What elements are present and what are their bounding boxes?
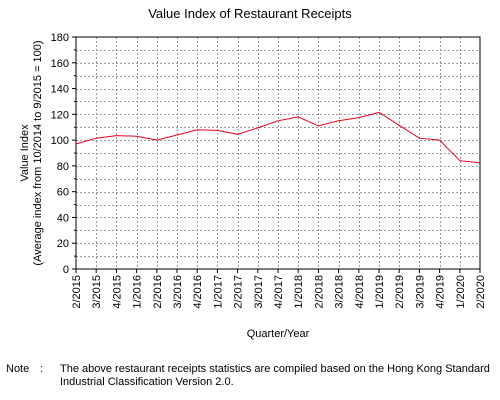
x-tick-label: 3/2016 <box>172 275 184 309</box>
x-axis-title: Quarter/Year <box>247 328 310 340</box>
x-tick-label: 1/2017 <box>212 275 224 309</box>
x-tick-label: 2/2016 <box>152 275 164 309</box>
y-axis: 0 20 40 60 80 100 120 140 160 180 <box>51 32 76 276</box>
x-tick-label: 1/2018 <box>293 275 305 309</box>
y-tick-label: 20 <box>57 238 69 250</box>
x-tick-label: 3/2017 <box>253 275 265 309</box>
chart-title: Value Index of Restaurant Receipts <box>148 6 352 21</box>
note-label: Note <box>6 363 30 375</box>
x-tick-label: 4/2016 <box>192 275 204 309</box>
y-tick-label: 80 <box>57 161 69 173</box>
y-tick-label: 160 <box>51 58 69 70</box>
x-tick-label: 2/2017 <box>233 275 245 309</box>
x-tick-label: 2/2015 <box>71 275 83 309</box>
grid-layer <box>76 37 480 269</box>
x-tick-label: 1/2019 <box>374 275 386 309</box>
y-tick-label: 0 <box>63 264 69 276</box>
x-tick-label: 3/2018 <box>334 275 346 309</box>
line-chart: 0 20 40 60 80 100 120 140 160 180 2/2015 3/2015 4/2… <box>19 32 487 340</box>
x-tick-label: 1/2016 <box>132 275 144 309</box>
x-tick-label: 4/2015 <box>111 275 123 309</box>
y-tick-label: 40 <box>57 212 69 224</box>
series-line <box>75 111 481 164</box>
note-text: The above restaurant receipts statistics… <box>60 363 490 388</box>
x-tick-label: 4/2019 <box>435 275 447 309</box>
y-tick-label: 180 <box>51 32 69 44</box>
x-tick-label: 2/2019 <box>394 275 406 309</box>
x-tick-label: 1/2020 <box>455 275 467 309</box>
y-axis-title: Value Index <box>19 124 31 182</box>
series-layer <box>75 111 481 164</box>
x-tick-label: 2/2020 <box>475 275 487 309</box>
x-tick-label: 3/2019 <box>414 275 426 309</box>
x-tick-label: 3/2015 <box>91 275 103 309</box>
x-axis: 2/2015 3/2015 4/2015 1/2016 2/2016 3/2016 4/20… <box>71 269 487 309</box>
x-tick-label: 4/2017 <box>273 275 285 309</box>
y-axis-subtitle: (Average index from 10/2014 to 9/2015 = … <box>32 40 44 265</box>
y-tick-label: 60 <box>57 187 69 199</box>
x-tick-label: 4/2018 <box>354 275 366 309</box>
x-tick-label: 2/2018 <box>313 275 325 309</box>
note-colon: : <box>40 363 44 375</box>
y-tick-label: 120 <box>51 109 69 121</box>
y-tick-label: 100 <box>51 135 69 147</box>
y-tick-label: 140 <box>51 84 69 96</box>
footnote: Note : The above restaurant receipts sta… <box>6 363 494 389</box>
